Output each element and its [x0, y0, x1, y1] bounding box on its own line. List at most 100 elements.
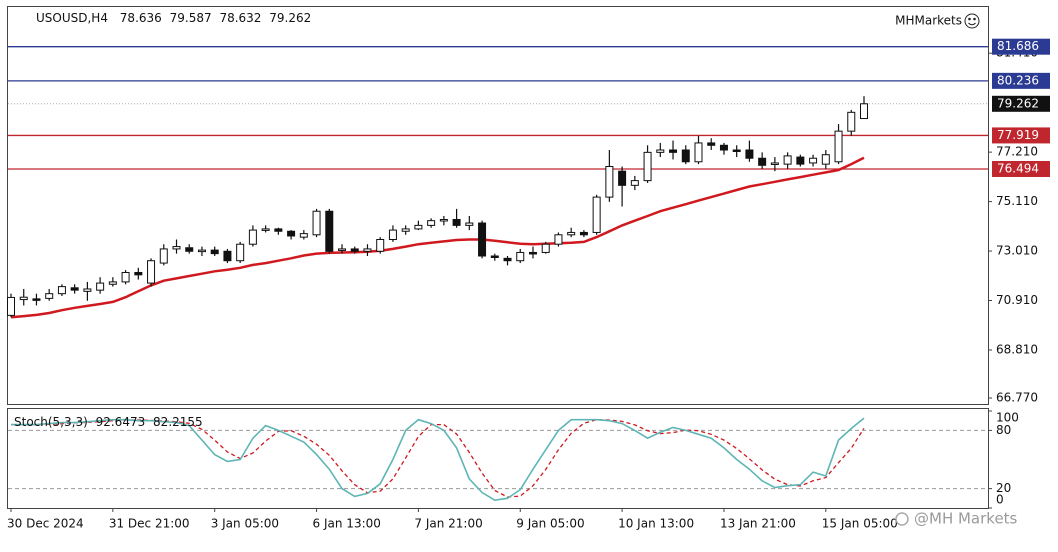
- x-tick-label: 15 Jan 05:00: [822, 517, 898, 531]
- logo: MHMarkets: [895, 14, 962, 28]
- stoch-y-tick-label: 20: [996, 481, 1011, 495]
- candle-body: [32, 298, 41, 301]
- candle-body: [669, 149, 678, 153]
- candle-body: [108, 281, 117, 285]
- smiley: [964, 13, 980, 29]
- open-value: 78.636: [120, 11, 162, 25]
- candle-body: [414, 224, 423, 230]
- level-label: 80.236: [997, 73, 1039, 87]
- y-tick-label: 70.910: [996, 293, 1038, 307]
- candle-body: [516, 251, 525, 262]
- plot-layer: 66.77068.81070.91073.01075.11077.21081.4…: [7, 38, 1050, 531]
- candle-body: [605, 165, 614, 198]
- candle-body: [630, 180, 639, 186]
- level-box: [992, 72, 1050, 89]
- x-tick-label: 10 Jan 13:00: [618, 517, 694, 531]
- candle-body: [147, 260, 156, 284]
- x-tick-label: 7 Jan 21:00: [414, 517, 482, 531]
- candle-body: [694, 142, 703, 163]
- candle-body: [70, 287, 79, 291]
- stoch-label: Stoch(5,3,3): [14, 415, 88, 429]
- candle-body: [197, 249, 206, 253]
- candle-body: [796, 156, 805, 165]
- level-label: 76.494: [997, 161, 1039, 175]
- candle-body: [821, 154, 830, 165]
- candle-body: [770, 162, 779, 165]
- stoch-y-tick-label: 80: [996, 423, 1011, 437]
- moving-average: [10, 156, 865, 319]
- candle-body: [618, 170, 627, 186]
- current-price-box: [992, 95, 1050, 112]
- y-tick-label: 68.810: [996, 342, 1038, 356]
- candle-body: [363, 248, 372, 252]
- high-value: 79.587: [170, 11, 212, 25]
- candle-body: [19, 296, 28, 301]
- candle-body: [210, 249, 219, 255]
- candle-body: [7, 296, 15, 316]
- stoch-header: Stoch(5,3,3) 92.6473 82.2155: [14, 415, 203, 429]
- stoch-main-value: 92.6473: [96, 415, 146, 429]
- candle-body: [439, 218, 448, 222]
- candle-body: [503, 257, 512, 262]
- candle-body: [592, 196, 601, 233]
- stoch-signal-value: 82.2155: [153, 415, 203, 429]
- stoch-panel: [7, 408, 989, 509]
- candle-body: [312, 210, 321, 236]
- candle-body: [96, 282, 105, 291]
- x-tick-label: 30 Dec 2024: [7, 517, 84, 531]
- main-panel: [7, 6, 989, 405]
- candle-body: [248, 229, 257, 245]
- candle-body: [809, 157, 818, 164]
- candle-body: [732, 149, 741, 153]
- x-tick-label: 13 Jan 21:00: [720, 517, 796, 531]
- candle-body: [783, 155, 792, 165]
- candle-body: [719, 144, 728, 151]
- stoch-y-tick-label: 0: [996, 493, 1004, 507]
- candle-body: [274, 228, 283, 232]
- header: USOUSD,H4 78.636 79.587 78.632 79.262: [36, 11, 311, 25]
- watermark: @MH Markets: [914, 510, 1018, 528]
- candle-body: [338, 248, 347, 251]
- candle-body: [427, 220, 436, 226]
- candle-body: [643, 151, 652, 182]
- candle-body: [236, 243, 245, 262]
- candle-body: [490, 255, 499, 258]
- candle-body: [579, 231, 588, 236]
- x-tick-label: 31 Dec 21:00: [109, 517, 190, 531]
- candle-body: [860, 103, 868, 120]
- candle-body: [478, 222, 487, 257]
- candle-body: [299, 233, 308, 238]
- y-tick-label: 66.770: [996, 391, 1038, 405]
- level-label: 77.919: [997, 128, 1039, 142]
- current-price-label: 79.262: [997, 96, 1039, 110]
- candle-body: [681, 149, 690, 163]
- x-tick-label: 9 Jan 05:00: [516, 517, 584, 531]
- candle-body: [656, 149, 665, 153]
- candle-body: [554, 234, 563, 245]
- candle-body: [159, 248, 168, 264]
- candle-body: [185, 247, 194, 252]
- symbol: USOUSD,H4: [36, 11, 108, 25]
- y-tick-label: 73.010: [996, 244, 1038, 258]
- candle-body: [325, 210, 334, 252]
- y-tick-label: 77.210: [996, 145, 1038, 159]
- low-value: 78.632: [219, 11, 261, 25]
- candle-body: [528, 251, 537, 255]
- watermark-icon: [895, 512, 909, 526]
- level-label: 81.686: [997, 39, 1039, 53]
- candle-body: [847, 111, 856, 132]
- candle-body: [834, 130, 843, 163]
- candle-body: [465, 222, 474, 226]
- close-value: 79.262: [269, 11, 311, 25]
- candle-body: [261, 228, 270, 231]
- candle-body: [388, 229, 397, 241]
- candle-body: [287, 230, 296, 237]
- candle-body: [172, 246, 181, 250]
- candle-body: [452, 218, 461, 226]
- candle-body: [541, 243, 550, 253]
- candle-body: [223, 250, 232, 262]
- candle-body: [83, 288, 92, 292]
- stoch-y-tick-label: 100: [996, 411, 1019, 425]
